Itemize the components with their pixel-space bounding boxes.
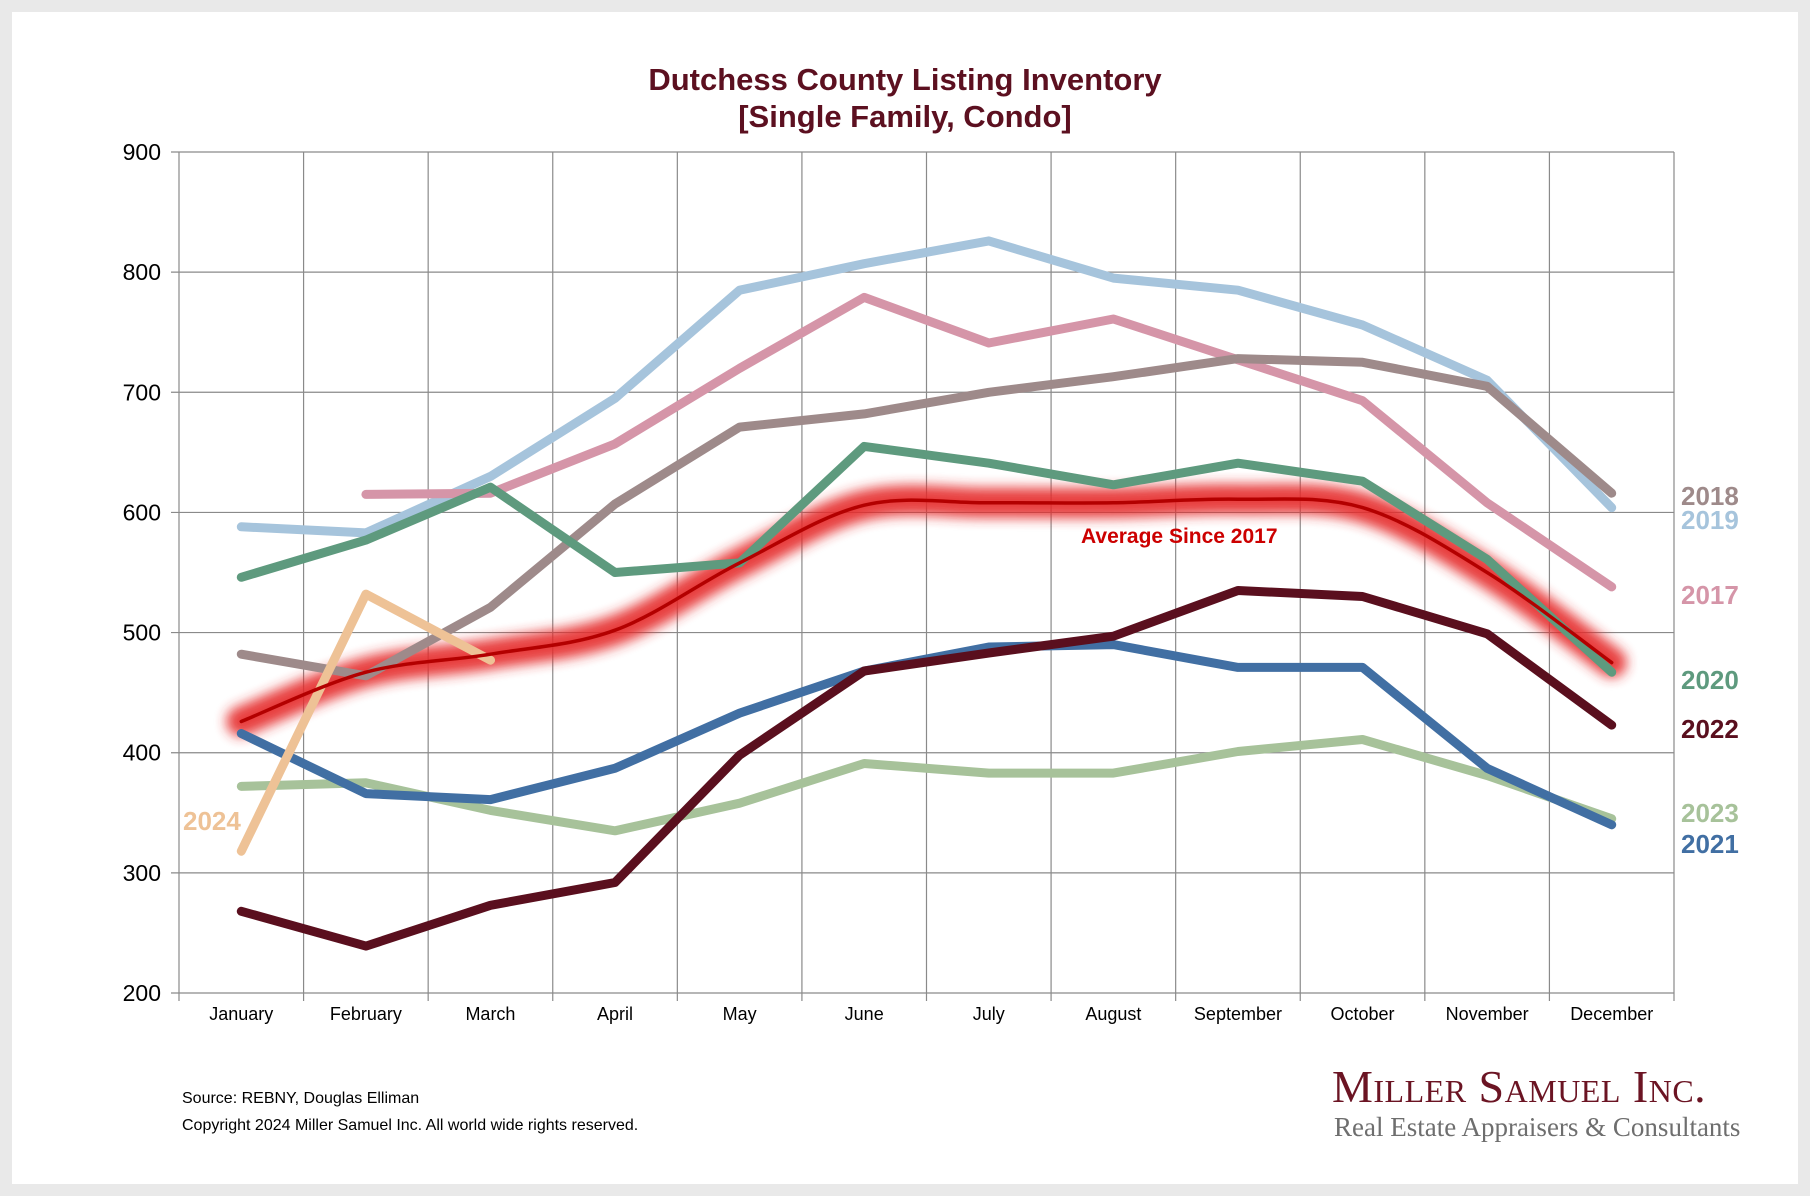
x-tick-label: May — [723, 1004, 757, 1024]
x-tick-label: February — [330, 1004, 402, 1024]
series-label-2022: 2022 — [1681, 714, 1739, 744]
y-tick-label: 600 — [123, 499, 161, 525]
series-label-2023: 2023 — [1681, 798, 1739, 828]
chart-title: Dutchess County Listing Inventory — [648, 62, 1162, 97]
copyright-note: Copyright 2024 Miller Samuel Inc. All wo… — [182, 1117, 639, 1134]
series-line-2023 — [236, 735, 1617, 836]
series-label-2018: 2018 — [1681, 481, 1739, 511]
series-label-2017: 2017 — [1681, 580, 1739, 610]
series-label-2021: 2021 — [1681, 829, 1739, 859]
y-tick-label: 300 — [123, 860, 161, 886]
series-line-2022 — [236, 586, 1617, 951]
y-tick-label: 200 — [123, 980, 161, 1006]
y-tick-label: 900 — [123, 139, 161, 165]
series-label-2020: 2020 — [1681, 665, 1739, 695]
y-tick-label: 800 — [123, 259, 161, 285]
series-line-2024 — [236, 589, 495, 856]
series-line-2018 — [236, 354, 1617, 681]
x-tick-label: September — [1194, 1004, 1282, 1024]
series-label-2024: 2024 — [183, 806, 241, 836]
x-tick-label: July — [973, 1004, 1005, 1024]
series-label-2019: 2019 — [1681, 505, 1739, 535]
series-line-2019 — [236, 236, 1617, 538]
x-tick-label: June — [845, 1004, 884, 1024]
series-line-average — [239, 497, 1614, 724]
x-tick-label: August — [1085, 1004, 1141, 1024]
chart-subtitle: [Single Family, Condo] — [738, 99, 1072, 134]
grid — [171, 151, 1675, 1001]
source-note: Source: REBNY, Douglas Elliman — [182, 1090, 420, 1107]
company-logo-tagline: Real Estate Appraisers & Consultants — [1334, 1112, 1741, 1142]
x-axis: January February March April May June July Augu… — [209, 1004, 1653, 1024]
series-line-2017 — [361, 292, 1617, 592]
y-tick-label: 700 — [123, 379, 161, 405]
y-axis: 200 300 400 500 600 700 800 900 — [123, 139, 161, 1006]
x-tick-label: March — [465, 1004, 515, 1024]
company-logo-name: Miller Samuel Inc. — [1332, 1061, 1707, 1112]
series-line-2020 — [236, 441, 1617, 677]
x-tick-label: April — [597, 1004, 633, 1024]
y-tick-label: 400 — [123, 740, 161, 766]
average-annotation: Average Since 2017 — [1081, 525, 1278, 548]
x-tick-label: October — [1331, 1004, 1395, 1024]
series-group — [226, 236, 1627, 951]
y-tick-label: 500 — [123, 620, 161, 646]
x-tick-label: January — [209, 1004, 273, 1024]
x-tick-label: November — [1446, 1004, 1529, 1024]
x-tick-label: December — [1570, 1004, 1653, 1024]
